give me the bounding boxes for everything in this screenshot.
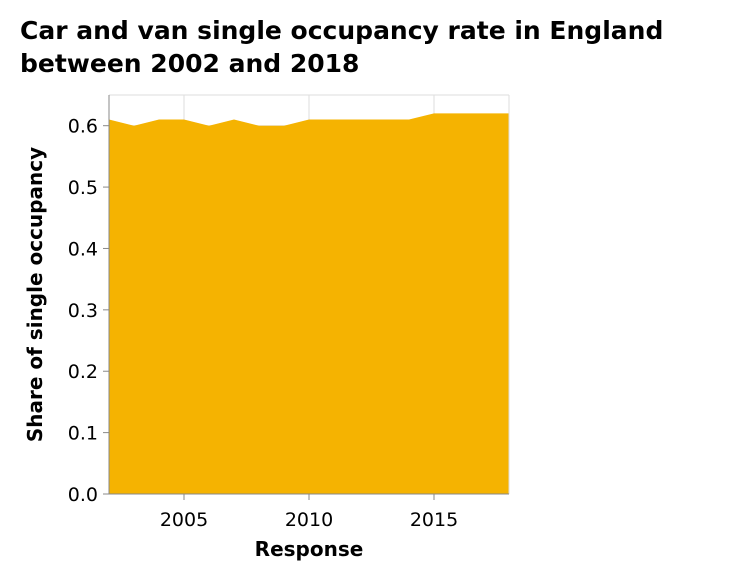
y-tick-label: 0.3 xyxy=(68,300,98,322)
y-tick-label: 0.0 xyxy=(68,484,98,506)
x-tick-label: 2005 xyxy=(160,509,208,531)
area-series xyxy=(109,113,509,495)
y-tick-label: 0.2 xyxy=(68,361,98,383)
y-axis: 0.0 0.1 0.2 0.3 0.4 0.5 0.6 xyxy=(68,95,110,506)
y-tick-label: 0.1 xyxy=(68,423,98,445)
chart-title-line-1: Car and van single occupancy rate in Eng… xyxy=(20,16,664,45)
y-tick-label: 0.5 xyxy=(68,177,98,199)
y-tick-label: 0.4 xyxy=(68,238,98,260)
y-tick-label: 0.6 xyxy=(68,116,98,138)
chart-title-line-2: between 2002 and 2018 xyxy=(20,49,360,78)
x-tick-label: 2010 xyxy=(285,509,333,531)
y-axis-title: Share of single occupancy xyxy=(23,147,47,442)
x-axis-title: Response xyxy=(255,537,364,561)
x-tick-label: 2015 xyxy=(410,509,458,531)
chart-title: Car and van single occupancy rate in Eng… xyxy=(20,14,750,80)
plot-frame xyxy=(109,94,510,494)
x-axis: 2005 2010 2015 xyxy=(109,493,509,531)
